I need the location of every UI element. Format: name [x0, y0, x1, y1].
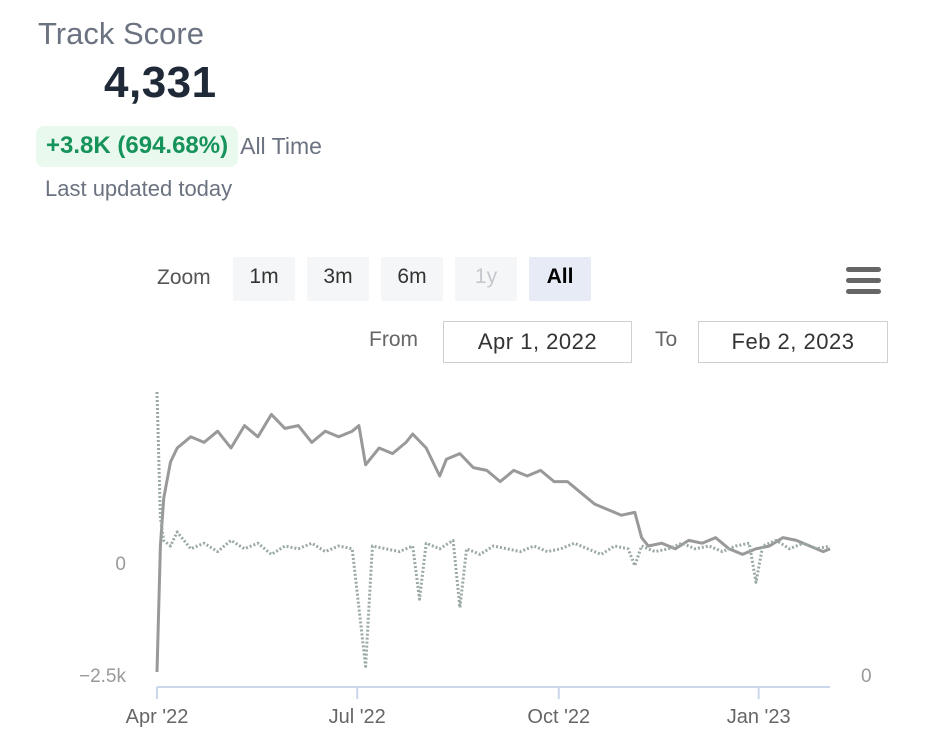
- y-left-label: −2.5k: [79, 666, 127, 687]
- x-tick-label: Oct '22: [527, 706, 590, 728]
- x-tick-label: Apr '22: [126, 706, 189, 728]
- x-tick-label: Jan '23: [727, 706, 791, 728]
- zoom-all-button[interactable]: All: [529, 257, 591, 301]
- change-period: All Time: [240, 133, 322, 159]
- zoom-label: Zoom: [157, 266, 211, 289]
- y-left-label: 0: [115, 554, 126, 575]
- score-series-line: [155, 412, 831, 673]
- change-badge: +3.8K (694.68%): [36, 126, 239, 167]
- page-title: Track Score: [38, 16, 204, 51]
- last-updated-text: Last updated today: [45, 176, 233, 201]
- menu-bar: [846, 289, 881, 294]
- score-change-series-line: [155, 391, 831, 668]
- zoom-1m-button[interactable]: 1m: [233, 257, 295, 301]
- from-date-input[interactable]: Apr 1, 2022: [443, 321, 632, 363]
- to-date-input[interactable]: Feb 2, 2023: [698, 321, 888, 363]
- score-row: 4,331: [36, 58, 217, 108]
- y-right-label: 0: [861, 666, 872, 687]
- menu-bar: [846, 278, 881, 283]
- zoom-6m-button[interactable]: 6m: [381, 257, 443, 301]
- zoom-1y-button[interactable]: 1y: [455, 257, 517, 301]
- track-score-chart: Apr '22 Jul '22 Oct '22 Jan '23 0 −2.5k 0: [79, 391, 872, 728]
- menu-bar: [846, 267, 881, 272]
- hamburger-menu-icon[interactable]: [846, 267, 881, 294]
- change-row: +3.8K (694.68%) All Time: [36, 126, 322, 167]
- to-label: To: [655, 328, 678, 351]
- sound-wave-icon: [37, 61, 83, 105]
- zoom-3m-button[interactable]: 3m: [307, 257, 369, 301]
- score-value: 4,331: [104, 58, 217, 107]
- x-tick-label: Jul '22: [329, 706, 386, 728]
- from-label: From: [369, 328, 418, 351]
